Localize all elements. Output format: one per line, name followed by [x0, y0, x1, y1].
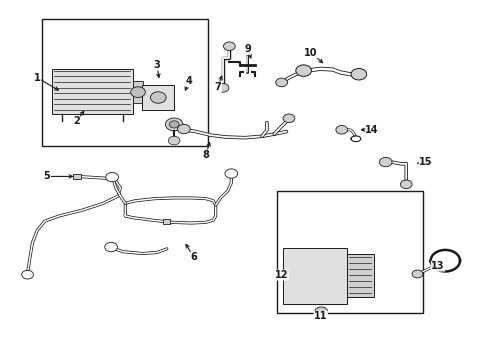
Circle shape — [223, 42, 235, 50]
Circle shape — [296, 65, 312, 76]
Bar — [42, 19, 208, 146]
Text: 7: 7 — [215, 82, 221, 92]
Circle shape — [150, 92, 166, 103]
Circle shape — [276, 78, 288, 87]
Text: 12: 12 — [275, 270, 289, 280]
Text: 10: 10 — [304, 48, 318, 58]
Text: 2: 2 — [73, 116, 80, 126]
Text: 9: 9 — [244, 44, 251, 54]
Text: 4: 4 — [185, 76, 192, 86]
Circle shape — [131, 87, 146, 98]
Text: 13: 13 — [431, 261, 445, 271]
Bar — [277, 191, 423, 313]
Circle shape — [169, 121, 179, 128]
Bar — [133, 81, 144, 103]
Bar — [143, 85, 174, 110]
Text: 1: 1 — [34, 73, 41, 83]
Circle shape — [168, 136, 180, 145]
Circle shape — [379, 157, 392, 167]
Circle shape — [315, 307, 328, 316]
Circle shape — [400, 180, 412, 189]
Text: 15: 15 — [419, 157, 433, 167]
Circle shape — [105, 242, 118, 252]
Text: 14: 14 — [365, 125, 379, 135]
Bar — [52, 69, 133, 114]
Bar — [283, 248, 346, 304]
Circle shape — [283, 114, 295, 123]
Bar — [163, 219, 170, 224]
Circle shape — [165, 118, 183, 131]
Circle shape — [177, 125, 190, 134]
Circle shape — [106, 172, 119, 182]
Circle shape — [412, 270, 423, 278]
Text: 5: 5 — [44, 171, 50, 181]
Bar — [346, 253, 373, 297]
Text: 11: 11 — [314, 311, 327, 321]
Circle shape — [217, 84, 229, 92]
Text: 8: 8 — [202, 150, 209, 160]
Circle shape — [351, 68, 367, 80]
Bar — [73, 174, 81, 179]
Circle shape — [22, 270, 33, 279]
Circle shape — [225, 169, 238, 178]
Text: 6: 6 — [190, 252, 197, 262]
Circle shape — [336, 126, 347, 134]
Text: 3: 3 — [154, 60, 160, 70]
